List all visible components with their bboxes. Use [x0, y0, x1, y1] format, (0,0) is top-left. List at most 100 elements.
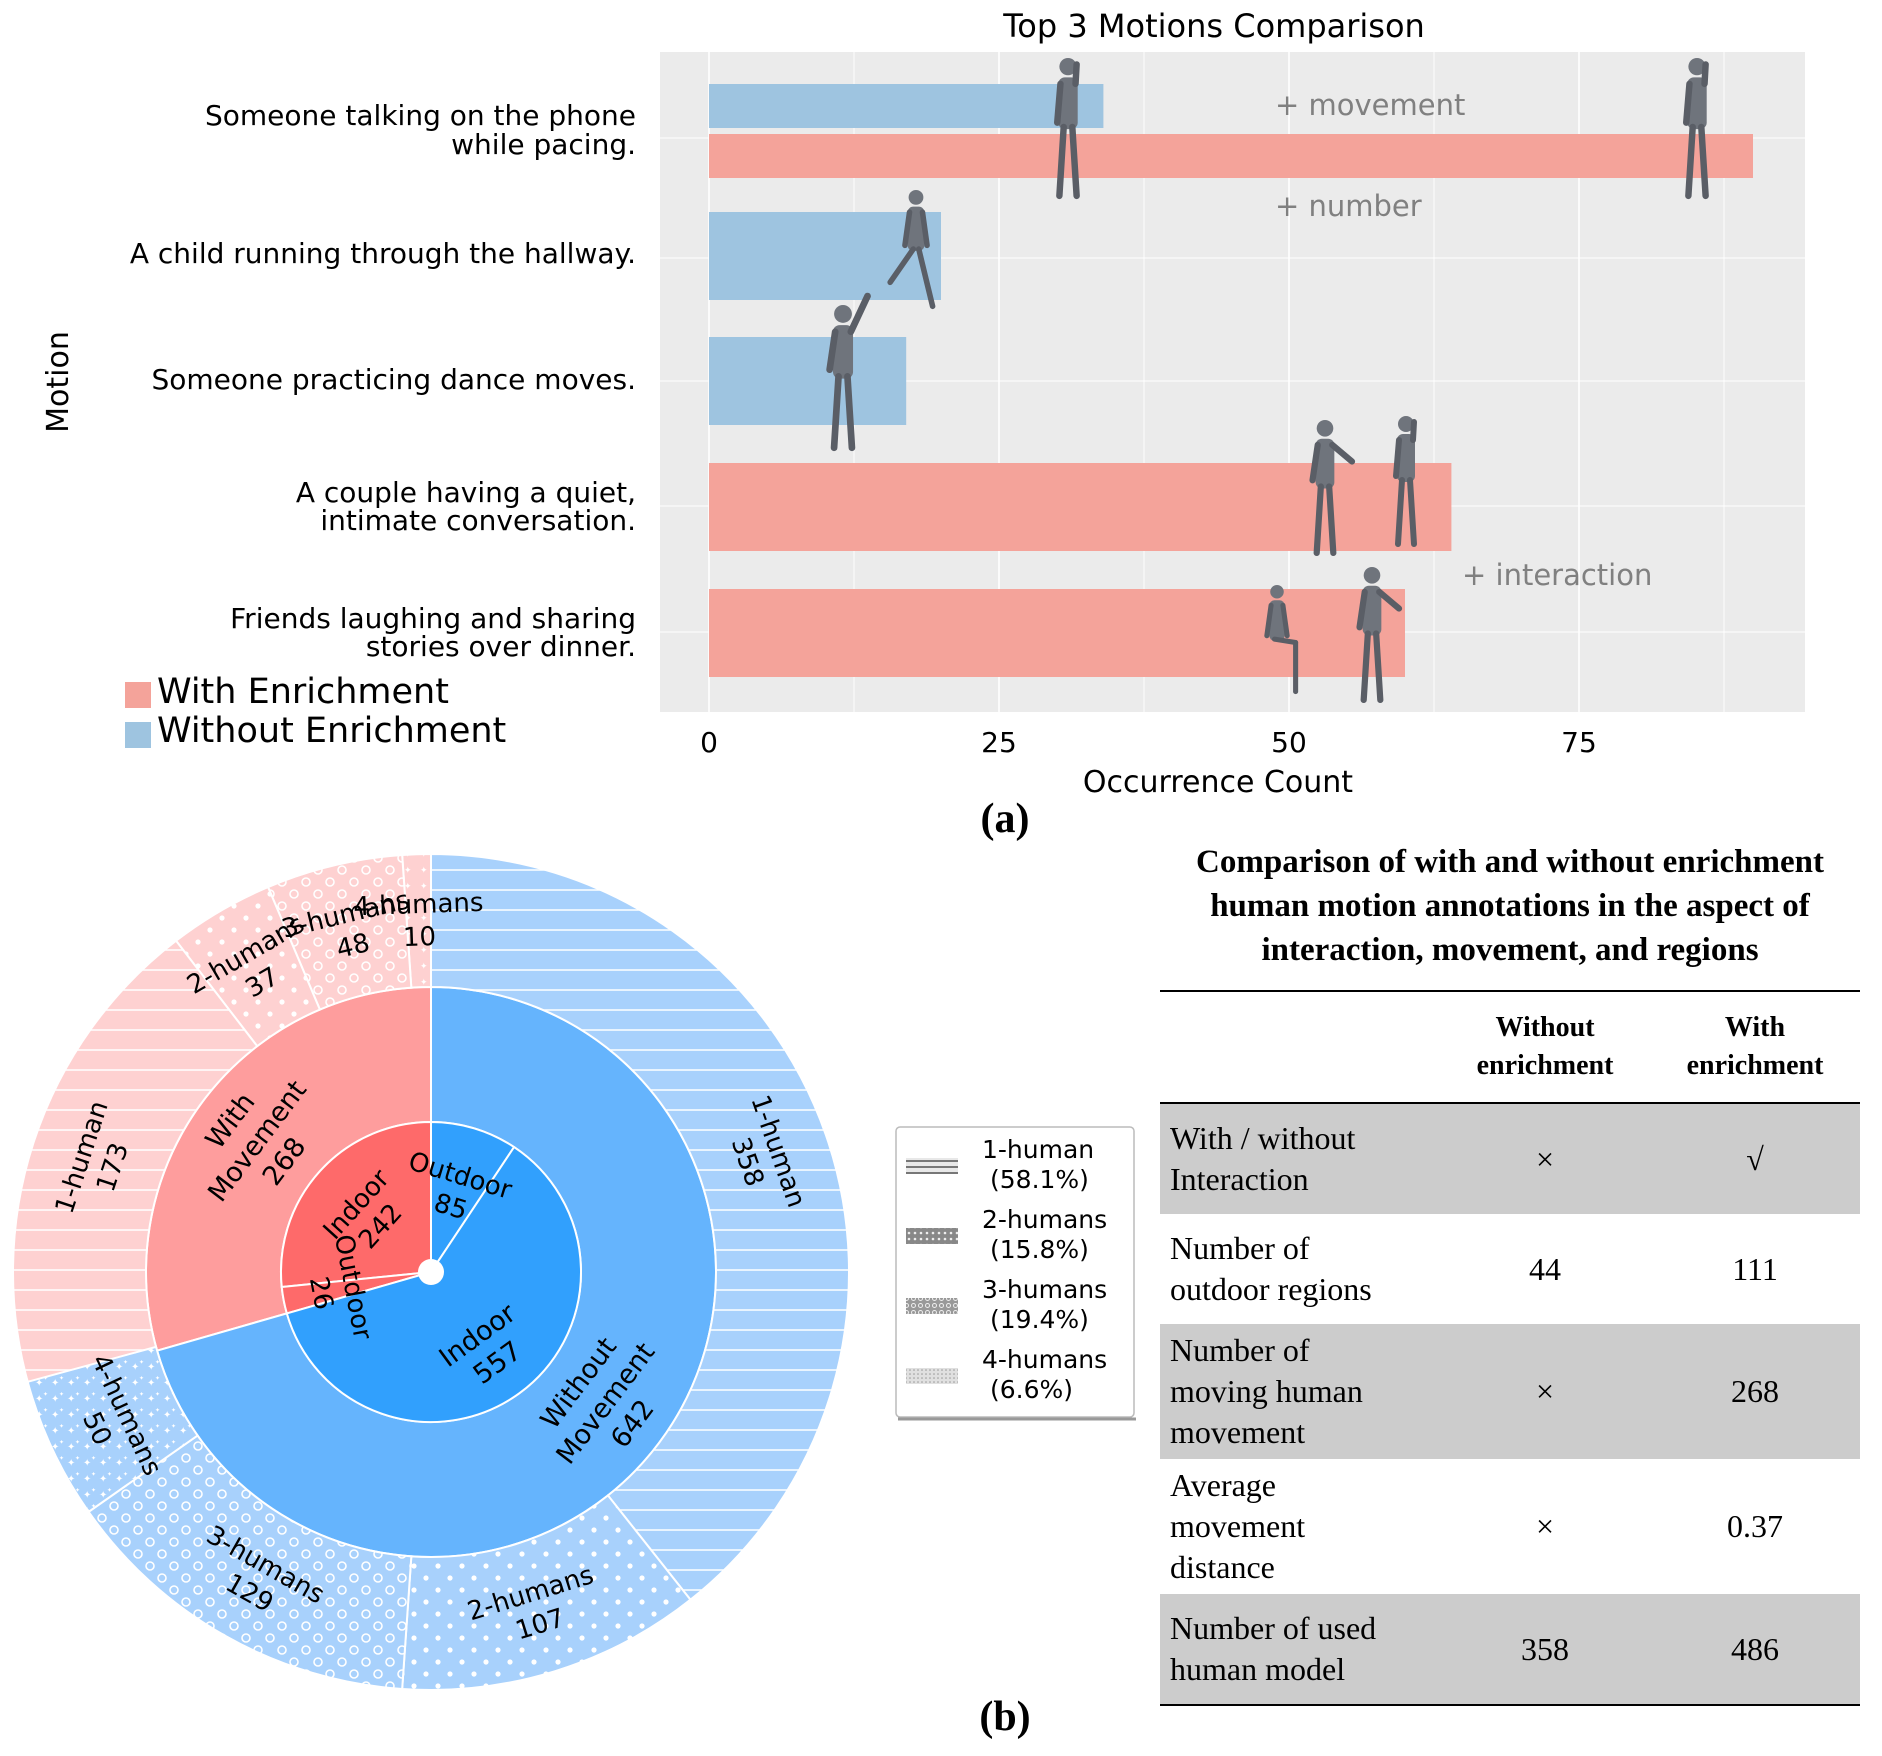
- legend-swatch: [125, 722, 151, 748]
- x-tick-label: 75: [1561, 726, 1597, 759]
- outer-segment-label: 10: [402, 922, 436, 953]
- human-figure: [887, 190, 936, 310]
- legend-label: (15.8%): [990, 1235, 1089, 1264]
- table-cell-line: With / without: [1170, 1120, 1356, 1156]
- table-row: With / without Interaction × √: [1160, 1104, 1860, 1214]
- human-figure: [826, 292, 871, 452]
- table-cell-line: ×: [1535, 1508, 1555, 1544]
- table-cell-line: ×: [1535, 1373, 1555, 1409]
- sunburst-wedge: [12, 939, 259, 1389]
- table-cell-line: moving human: [1170, 1373, 1363, 1409]
- table-cell-line: Interaction: [1170, 1161, 1309, 1197]
- table-cell: Number of moving human movement: [1160, 1330, 1440, 1453]
- human-figure: [1682, 58, 1709, 200]
- legend-box: [895, 1126, 1135, 1418]
- bar: [709, 84, 1104, 128]
- table-row: Number of moving human movement × 268: [1160, 1324, 1860, 1459]
- category-label: A couple having a quiet,: [296, 476, 636, 509]
- category-label: A child running through the hallway.: [130, 237, 636, 270]
- table-cell-line: With: [1724, 1012, 1786, 1043]
- comparison-table: Comparison of with and without enrichmen…: [1160, 840, 1860, 1706]
- human-figure: [1393, 416, 1417, 547]
- table-cell-line: enrichment: [1686, 1050, 1824, 1081]
- table-cell-line: enrichment: [1476, 1050, 1614, 1081]
- table-cell-line: Average: [1170, 1467, 1276, 1503]
- table-grid: Without enrichment With enrichment With / wi…: [1160, 990, 1860, 1706]
- table-cell: Average movement distance: [1160, 1465, 1440, 1588]
- x-tick-label: 50: [1271, 726, 1307, 759]
- sunburst-wedge: [430, 852, 850, 1602]
- sunburst-wedges: [12, 852, 850, 1691]
- table-cell-line: 268: [1731, 1373, 1779, 1409]
- legend-swatch: [906, 1298, 958, 1314]
- table-cell: ×: [1440, 1371, 1650, 1412]
- legend-swatch: [906, 1228, 958, 1244]
- table-cell-line: Number of: [1170, 1332, 1310, 1368]
- table-cell-line: movement: [1170, 1508, 1306, 1544]
- table-row: Number of outdoor regions 44 111: [1160, 1214, 1860, 1324]
- category-label: Someone talking on the phone: [205, 99, 636, 132]
- table-row: Average movement distance × 0.37: [1160, 1459, 1860, 1594]
- legend-label: 1-human: [982, 1135, 1094, 1164]
- legend-label: Without Enrichment: [157, 711, 506, 751]
- table-cell-line: ×: [1535, 1140, 1555, 1177]
- pattern-legend: 1-human(58.1%) 2-humans(15.8%) 3-humans(19…: [895, 1126, 1136, 1421]
- table-cell: Number of used human model: [1160, 1608, 1440, 1690]
- legend-label: 4-humans: [982, 1345, 1107, 1374]
- table-cell-line: movement: [1170, 1414, 1306, 1450]
- table-title: Comparison of with and without enrichmen…: [1160, 840, 1860, 972]
- x-tick-label: 25: [981, 726, 1017, 759]
- table-cell: 44: [1440, 1249, 1650, 1290]
- category-label: stories over dinner.: [366, 630, 636, 663]
- legend-label: With Enrichment: [157, 672, 449, 712]
- center-hole: [418, 1259, 444, 1285]
- table-cell: ×: [1440, 1139, 1650, 1180]
- table-cell: 0.37: [1650, 1506, 1860, 1547]
- legend-swatch: [906, 1368, 958, 1384]
- table-cell-line: outdoor regions: [1170, 1271, 1372, 1307]
- panel-b-sunburst: 4-humans103-humans482-humans371-human173…: [12, 852, 1136, 1740]
- table-cell-line: human model: [1170, 1651, 1346, 1687]
- caption-b: (b): [979, 1694, 1030, 1740]
- sunburst-wedge: [26, 1345, 199, 1514]
- bar: [709, 463, 1452, 551]
- table-header-row: Without enrichment With enrichment: [1160, 992, 1860, 1104]
- table-cell: 111: [1650, 1249, 1860, 1290]
- human-figures: [826, 58, 1709, 704]
- legend-swatch: [906, 1158, 958, 1174]
- legend-label: (6.6%): [990, 1375, 1073, 1404]
- panel-a-bar-chart: Top 3 Motions Comparison + movement + num…: [41, 7, 1805, 842]
- table-cell-line: 111: [1732, 1250, 1778, 1287]
- x-axis-label: Occurrence Count: [1083, 765, 1353, 800]
- category-label: Someone practicing dance moves.: [152, 363, 637, 396]
- legend-swatch: [125, 682, 151, 708]
- table-cell: 358: [1440, 1629, 1650, 1670]
- human-figure: [1356, 567, 1403, 704]
- sunburst-wedge: [280, 1120, 432, 1289]
- human-figure: [1264, 585, 1299, 695]
- table-cell-line: 358: [1521, 1630, 1569, 1667]
- bar: [709, 337, 907, 425]
- sunburst-wedge: [430, 1120, 516, 1276]
- table-title-line: interaction, movement, and regions: [1261, 932, 1759, 968]
- annotations: + movement + number + interaction: [1275, 88, 1652, 592]
- caption-a: (a): [981, 796, 1030, 842]
- annotation: + number: [1275, 189, 1422, 223]
- legend-label: (19.4%): [990, 1305, 1089, 1334]
- human-figure: [1053, 58, 1080, 200]
- table-cell: ×: [1440, 1506, 1650, 1547]
- table-cell-line: 0.37: [1727, 1508, 1783, 1544]
- human-figure: [1309, 420, 1356, 557]
- bar: [709, 589, 1405, 677]
- legend-label: (58.1%): [990, 1165, 1089, 1194]
- x-tick-label: 0: [700, 726, 718, 759]
- table-cell: With / without Interaction: [1160, 1118, 1440, 1200]
- x-tick-labels: 0 25 50 75: [700, 726, 1597, 759]
- inner-segment-label: 26: [303, 1274, 339, 1312]
- category-label: intimate conversation.: [320, 504, 636, 537]
- bar: [709, 212, 941, 300]
- table-cell-line: distance: [1170, 1549, 1275, 1585]
- category-label: Friends laughing and sharing: [230, 602, 636, 635]
